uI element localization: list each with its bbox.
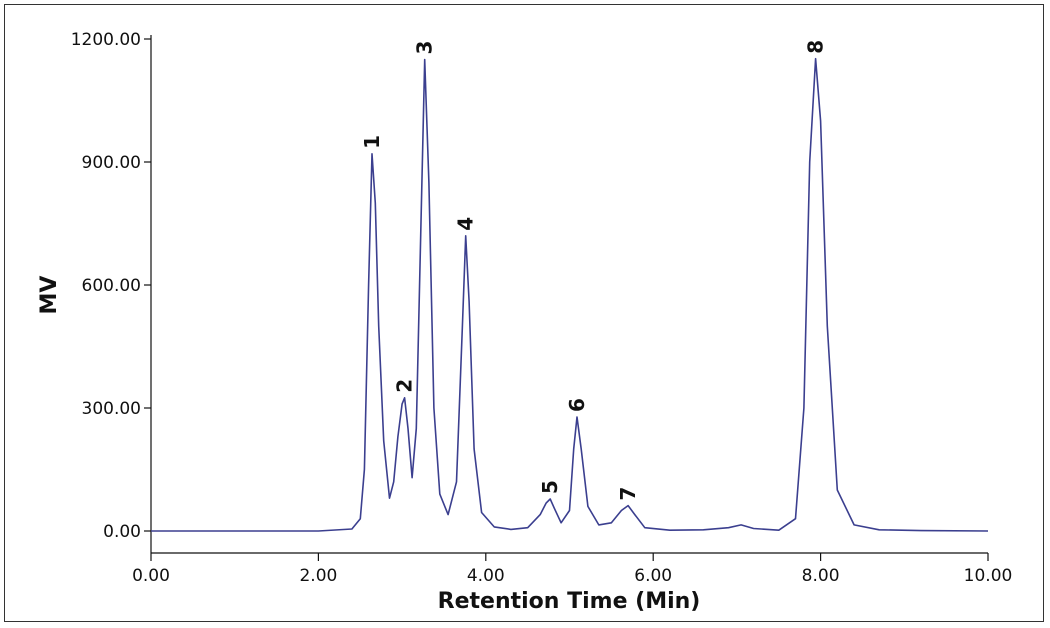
chromatogram-trace [151,57,989,532]
x-tick-label: 6.00 [634,566,672,586]
y-axis-title: MV [37,276,62,315]
x-tick-label: 10.00 [964,566,1013,586]
y-tick-label: 900.00 [82,153,141,173]
peak-labels: 1 2 3 4 5 6 7 8 [360,40,828,501]
y-axis-ticks: 0.00 300.00 600.00 900.00 1200.00 [71,30,151,542]
axes [150,35,988,554]
peak-label-3: 3 [413,41,437,55]
peak-label-4: 4 [454,217,478,231]
chart-frame [4,4,1044,622]
peak-label-7: 7 [616,487,640,501]
x-tick-label: 8.00 [802,566,840,586]
x-tick-label: 2.00 [299,566,337,586]
x-axis-ticks: 0.00 2.00 4.00 6.00 8.00 10.00 [132,553,1012,586]
y-tick-label: 300.00 [82,399,141,419]
y-tick-label: 1200.00 [71,30,141,50]
y-tick-label: 0.00 [103,522,141,542]
peak-label-2: 2 [393,379,417,393]
peak-label-1: 1 [360,135,384,149]
x-axis-title: Retention Time (Min) [438,589,701,614]
y-tick-label: 600.00 [82,276,141,296]
peak-label-6: 6 [565,398,589,412]
peak-label-8: 8 [804,40,828,54]
x-tick-label: 0.00 [132,566,170,586]
x-tick-label: 4.00 [467,566,505,586]
peak-label-5: 5 [538,480,562,494]
